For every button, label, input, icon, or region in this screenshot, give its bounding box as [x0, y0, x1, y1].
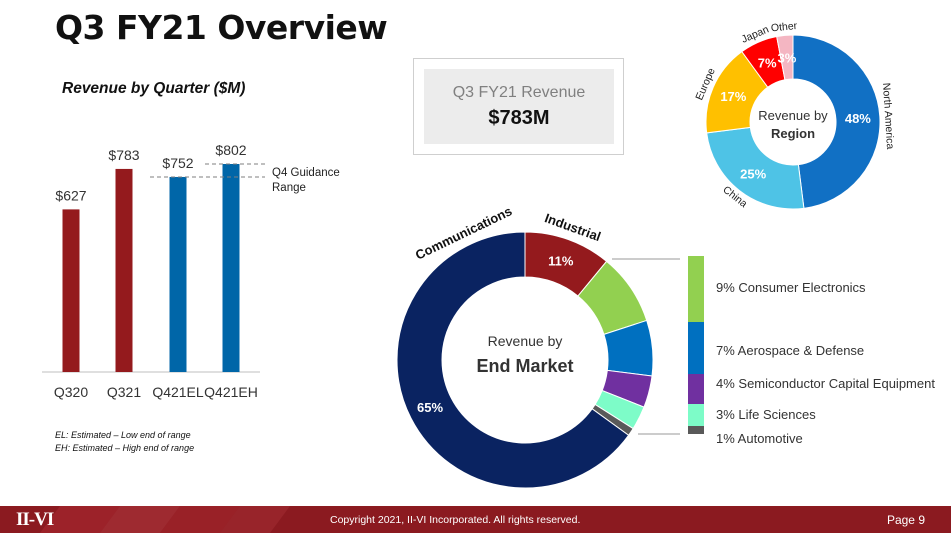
- market-center-line2: End Market: [476, 356, 573, 376]
- bar-q421eh: [222, 164, 240, 372]
- region-slice-label: 3%: [777, 50, 796, 65]
- footer-pattern: [40, 506, 290, 533]
- market-slice-label: 65%: [417, 400, 443, 415]
- legend-item-automotive: 1% Automotive: [716, 431, 803, 446]
- region-category-label: Other: [770, 20, 798, 34]
- bar-data-label: $802: [215, 142, 246, 158]
- legend-item-life-sciences: 3% Life Sciences: [716, 407, 816, 422]
- region-slice-label: 17%: [720, 89, 746, 104]
- region-slice-china: [706, 126, 805, 210]
- region-center-line1: Revenue by: [758, 108, 828, 123]
- bar-data-label: $783: [108, 147, 139, 163]
- bar-data-label: $627: [55, 187, 86, 203]
- footnote-el: EL: Estimated – Low end of range: [55, 430, 191, 440]
- legend-item-aerospace-defense: 7% Aerospace & Defense: [716, 343, 865, 358]
- legend-swatch-consumer-electronics: [688, 256, 704, 322]
- bar-chart-title: Revenue by Quarter ($M): [62, 80, 246, 97]
- bar-q421el: [169, 176, 187, 372]
- revenue-summary-box: Q3 FY21 Revenue $783M: [413, 58, 624, 155]
- region-slice-label: 25%: [740, 166, 766, 181]
- legend-swatch-aerospace-defense: [688, 322, 704, 374]
- region-slice-label: 7%: [758, 55, 777, 70]
- region-slice-north-america: [792, 34, 881, 209]
- page-title: Q3 FY21 Overview: [55, 8, 388, 47]
- market-slice-label: 11%: [548, 254, 574, 269]
- x-tick-label: Q421EH: [204, 384, 258, 400]
- revenue-by-region-chart: 48% North America25%China17%Europe7%Japan…: [693, 20, 896, 210]
- x-tick-label: Q321: [107, 384, 141, 400]
- footer-bar: II-VI Copyright 2021, II-VI Incorporated…: [0, 506, 951, 533]
- revenue-summary-value: $783M: [488, 107, 550, 129]
- x-tick-label: Q320: [54, 384, 88, 400]
- region-slice-label: 48%: [845, 111, 871, 126]
- legend-item-consumer-electronics: 9% Consumer Electronics: [716, 280, 866, 295]
- market-center-line1: Revenue by: [488, 333, 563, 349]
- region-slice-other: [776, 34, 794, 81]
- bar-q320: [62, 209, 80, 372]
- page-number: Page 9: [886, 513, 925, 527]
- revenue-summary-label: Q3 FY21 Revenue: [452, 84, 586, 101]
- region-center-line2: Region: [771, 126, 815, 141]
- company-logo: II-VI: [16, 509, 54, 530]
- bar-q321: [115, 168, 133, 372]
- legend-item-semiconductor: 4% Semiconductor Capital Equipment: [716, 376, 935, 391]
- legend-swatch-semiconductor: [688, 374, 704, 404]
- footnote-eh: EH: Estimated – High end of range: [55, 443, 195, 453]
- footer-copyright: Copyright 2021, II-VI Incorporated. All …: [330, 514, 581, 526]
- region-category-label: North America: [880, 82, 896, 149]
- revenue-by-quarter-chart: $627 Q320 $783 Q321 $752 Q421EL $802 Q421EH Q4 G…: [42, 142, 340, 400]
- legend-swatch-automotive: [688, 426, 704, 434]
- legend-swatch-life-sciences: [688, 404, 704, 426]
- bar-data-label: $752: [162, 155, 193, 171]
- x-tick-label: Q421EL: [152, 384, 204, 400]
- guidance-annotation: Q4 Guidance Range: [272, 167, 340, 194]
- market-slice-communications: [396, 231, 630, 489]
